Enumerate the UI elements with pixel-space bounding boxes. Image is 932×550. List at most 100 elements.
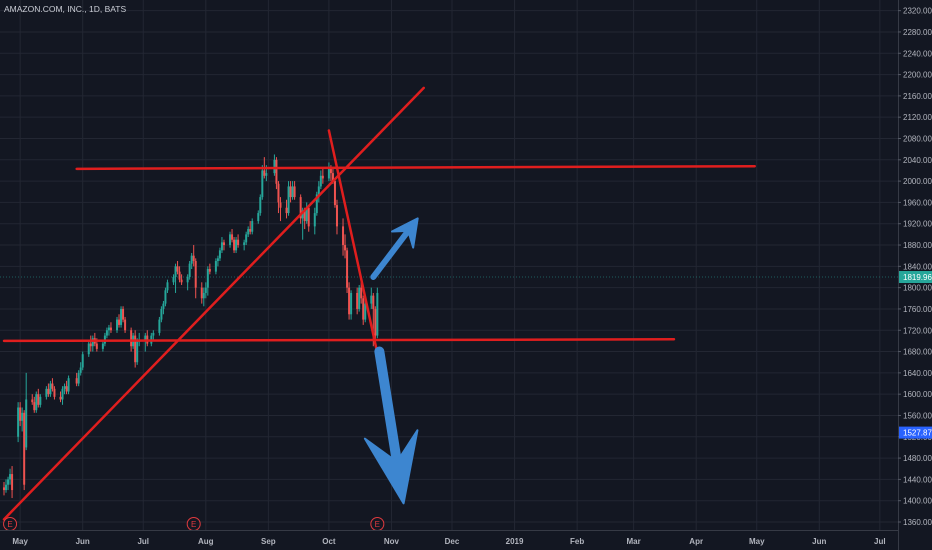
- candle-body: [190, 255, 193, 264]
- time-tick-label: Oct: [322, 537, 336, 546]
- candle-body: [237, 239, 240, 246]
- price-tick-label: 1880.00: [903, 241, 932, 250]
- candle-body: [192, 255, 195, 262]
- candle-body: [105, 330, 108, 336]
- candle-body: [164, 290, 167, 304]
- candle-body: [166, 282, 169, 291]
- time-tick-label: Apr: [689, 537, 703, 546]
- price-tick-label: 1920.00: [903, 220, 932, 229]
- candle-body: [33, 402, 36, 411]
- candle-body: [11, 474, 14, 491]
- candle-body: [362, 298, 365, 320]
- price-label-text: 1819.96: [903, 273, 932, 282]
- candle-body: [91, 338, 94, 347]
- candle-body: [342, 226, 345, 246]
- candle-body: [249, 229, 252, 232]
- candle-body: [75, 378, 78, 384]
- candle-body: [291, 186, 294, 198]
- candle-body: [61, 388, 64, 400]
- price-tick-label: 2280.00: [903, 28, 932, 37]
- resistance-line-2030[interactable]: [75, 164, 756, 171]
- candle-body: [245, 234, 248, 243]
- candle-body: [194, 261, 197, 288]
- candle-body: [321, 175, 324, 179]
- up-arrow-head[interactable]: [390, 217, 419, 249]
- candle-body: [305, 207, 308, 222]
- down-arrow-head[interactable]: [363, 429, 419, 505]
- time-axis[interactable]: May Jun Jul Aug Sep Oct Nov Dec 2019 Feb Mar Apr May…: [0, 530, 898, 550]
- candle-body: [53, 388, 56, 397]
- support-line-1700[interactable]: [2, 338, 676, 343]
- candle-body: [144, 335, 147, 341]
- candle-body: [374, 308, 377, 336]
- price-tick-label: 1600.00: [903, 390, 932, 399]
- candle-body: [17, 407, 20, 437]
- price-tick-label: 2240.00: [903, 49, 932, 58]
- price-tick-label: 1800.00: [903, 284, 932, 293]
- candle-body: [208, 268, 211, 272]
- candle-body: [124, 319, 127, 331]
- candle-body: [335, 205, 338, 227]
- candle-body: [49, 383, 52, 395]
- price-label-text: 1527.87: [903, 429, 932, 438]
- price-tick-label: 1680.00: [903, 348, 932, 357]
- candle-body: [31, 399, 34, 403]
- candle-body: [118, 319, 121, 325]
- time-tick-label: Mar: [627, 537, 641, 546]
- candle-body: [186, 276, 189, 283]
- price-tick-label: 2000.00: [903, 177, 932, 186]
- candle-body: [313, 213, 316, 227]
- candle-body: [25, 399, 28, 448]
- down-arrow-shaft[interactable]: [374, 346, 402, 467]
- time-tick-label: Jun: [76, 537, 90, 546]
- time-tick-label: May: [749, 537, 765, 546]
- candle-body: [65, 386, 68, 392]
- candle-body: [202, 292, 205, 299]
- candle-body: [257, 213, 260, 222]
- candle-body: [317, 186, 320, 195]
- candle-body: [218, 250, 221, 259]
- candle-body: [21, 412, 24, 421]
- up-arrow-shaft[interactable]: [370, 227, 412, 280]
- time-tick-label: Jul: [137, 537, 149, 546]
- candle-body: [247, 229, 250, 235]
- candle-body: [107, 327, 110, 331]
- candle-body: [174, 266, 177, 277]
- candle-body: [160, 308, 163, 320]
- candle-body: [63, 386, 66, 389]
- candle-body: [59, 396, 62, 400]
- candle-body: [172, 276, 175, 283]
- candle-body: [331, 173, 334, 182]
- candle-body: [5, 484, 8, 491]
- candle-body: [329, 167, 332, 174]
- candle-body: [350, 292, 353, 315]
- price-tick-label: 1760.00: [903, 305, 932, 314]
- candle-body: [287, 186, 290, 214]
- price-tick-label: 1840.00: [903, 262, 932, 271]
- price-label-badge: [899, 271, 932, 284]
- candle-body: [67, 378, 70, 392]
- candle-body: [273, 159, 276, 174]
- candle-body: [23, 412, 26, 485]
- price-tick-label: 2040.00: [903, 156, 932, 165]
- candle-body: [81, 354, 84, 368]
- time-axis-background: [0, 530, 898, 550]
- time-tick-label: May: [12, 537, 28, 546]
- candle-body: [120, 308, 123, 325]
- price-tick-label: 2080.00: [903, 134, 932, 143]
- candle-body: [19, 407, 22, 421]
- candle-body: [9, 474, 12, 480]
- rising-trendline[interactable]: [2, 86, 426, 521]
- earnings-event-label: E: [191, 520, 196, 529]
- candle-body: [263, 170, 266, 176]
- price-tick-label: 1560.00: [903, 411, 932, 420]
- candle-body: [285, 207, 288, 214]
- earnings-event-label: E: [7, 520, 12, 529]
- candle-body: [279, 202, 282, 208]
- candle-body: [265, 173, 268, 176]
- earnings-event-label: E: [375, 520, 380, 529]
- candle-body: [301, 210, 304, 219]
